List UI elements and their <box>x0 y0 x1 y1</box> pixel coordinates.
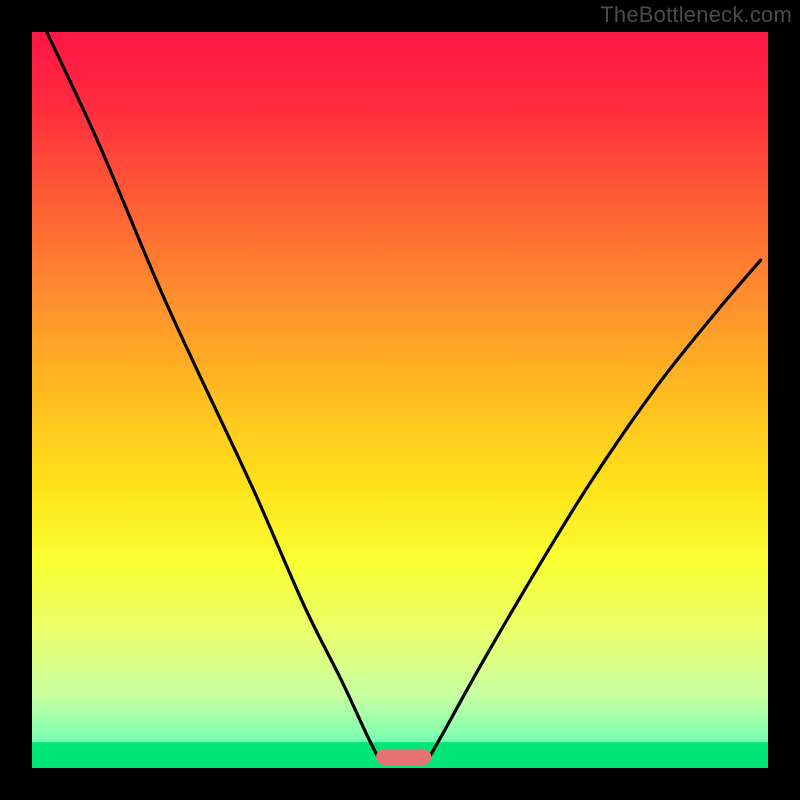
optimal-marker <box>376 749 431 765</box>
plot-area <box>32 32 768 768</box>
chart-stage: TheBottleneck.com <box>0 0 800 800</box>
bottleneck-chart <box>0 0 800 800</box>
watermark-text: TheBottleneck.com <box>600 2 792 28</box>
